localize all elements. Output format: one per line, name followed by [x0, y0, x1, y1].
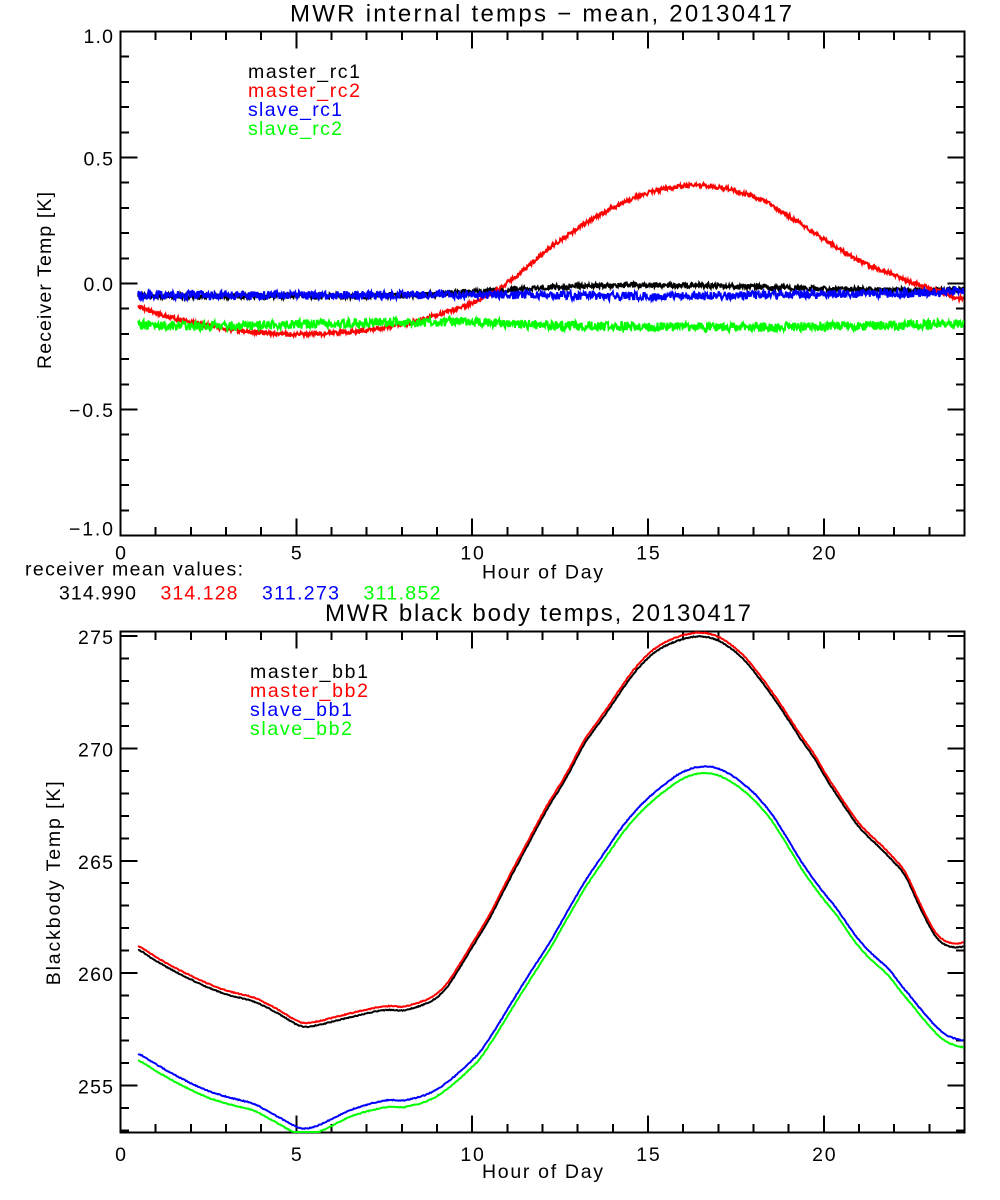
- svg-text:260: 260: [78, 964, 113, 986]
- svg-text:MWR black body temps, 20130417: MWR black body temps, 20130417: [325, 600, 751, 627]
- svg-text:master_bb2: master_bb2: [250, 680, 368, 702]
- svg-text:270: 270: [78, 739, 113, 761]
- svg-text:265: 265: [78, 852, 113, 874]
- svg-text:1.0: 1.0: [84, 26, 114, 48]
- svg-text:master_bb1: master_bb1: [250, 661, 368, 683]
- svg-text:5: 5: [291, 543, 302, 565]
- svg-text:20: 20: [812, 1144, 836, 1166]
- svg-text:0: 0: [115, 1144, 126, 1166]
- svg-text:MWR internal temps − mean, 201: MWR internal temps − mean, 20130417: [290, 1, 792, 28]
- svg-text:Hour of Day: Hour of Day: [482, 562, 603, 584]
- svg-text:master_rc1: master_rc1: [248, 61, 360, 83]
- svg-text:slave_bb1: slave_bb1: [250, 699, 352, 721]
- svg-text:slave_bb2: slave_bb2: [250, 718, 352, 740]
- svg-text:15: 15: [636, 543, 660, 565]
- svg-text:5: 5: [291, 1144, 302, 1166]
- svg-text:Hour of Day: Hour of Day: [482, 1161, 603, 1183]
- svg-text:311.273: 311.273: [262, 583, 339, 605]
- svg-text:311.852: 311.852: [364, 583, 441, 605]
- svg-text:0: 0: [115, 543, 126, 565]
- svg-text:slave_rc2: slave_rc2: [248, 118, 342, 140]
- svg-text:314.128: 314.128: [161, 583, 238, 605]
- svg-text:−1.0: −1.0: [69, 519, 113, 541]
- svg-text:15: 15: [636, 1144, 660, 1166]
- svg-text:Blackbody Temp [K]: Blackbody Temp [K]: [43, 781, 65, 985]
- svg-text:20: 20: [812, 543, 836, 565]
- svg-text:−0.5: −0.5: [69, 400, 113, 422]
- svg-text:receiver mean values:: receiver mean values:: [25, 559, 243, 581]
- svg-text:275: 275: [78, 627, 113, 649]
- svg-text:255: 255: [78, 1076, 113, 1098]
- svg-text:Receiver Temp [K]: Receiver Temp [K]: [34, 192, 56, 369]
- svg-text:10: 10: [460, 1144, 484, 1166]
- svg-text:0.0: 0.0: [84, 274, 114, 296]
- svg-text:10: 10: [460, 543, 484, 565]
- svg-text:master_rc2: master_rc2: [248, 80, 360, 102]
- svg-text:0.5: 0.5: [84, 149, 114, 171]
- svg-text:slave_rc1: slave_rc1: [248, 99, 342, 121]
- svg-text:314.990: 314.990: [59, 583, 136, 605]
